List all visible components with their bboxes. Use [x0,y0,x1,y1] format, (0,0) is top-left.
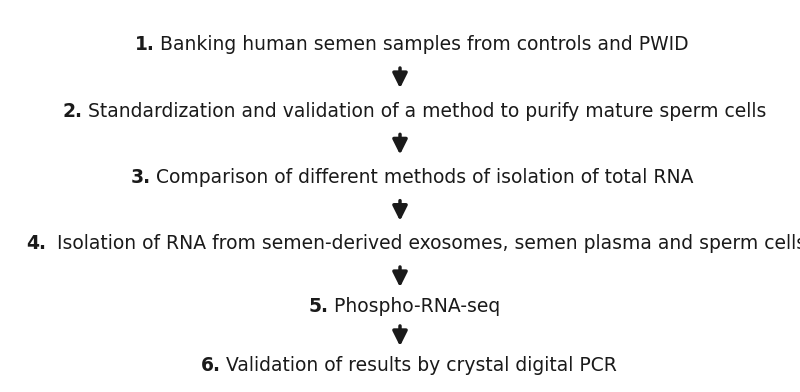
Text: Validation of results by crystal digital PCR: Validation of results by crystal digital… [220,356,617,375]
Text: 3.: 3. [130,168,150,187]
Text: Standardization and validation of a method to purify mature sperm cells: Standardization and validation of a meth… [82,102,766,121]
Text: 4.: 4. [26,234,46,253]
Text: Comparison of different methods of isolation of total RNA: Comparison of different methods of isola… [150,168,694,187]
Text: Banking human semen samples from controls and PWID: Banking human semen samples from control… [154,35,689,54]
Text: Isolation of RNA from semen-derived exosomes, semen plasma and sperm cells: Isolation of RNA from semen-derived exos… [46,234,800,253]
Text: 1.: 1. [135,35,154,54]
Text: Phospho-RNA-seq: Phospho-RNA-seq [328,297,500,316]
Text: 5.: 5. [309,297,329,316]
Text: 6.: 6. [201,356,221,375]
Text: 2.: 2. [63,102,83,121]
